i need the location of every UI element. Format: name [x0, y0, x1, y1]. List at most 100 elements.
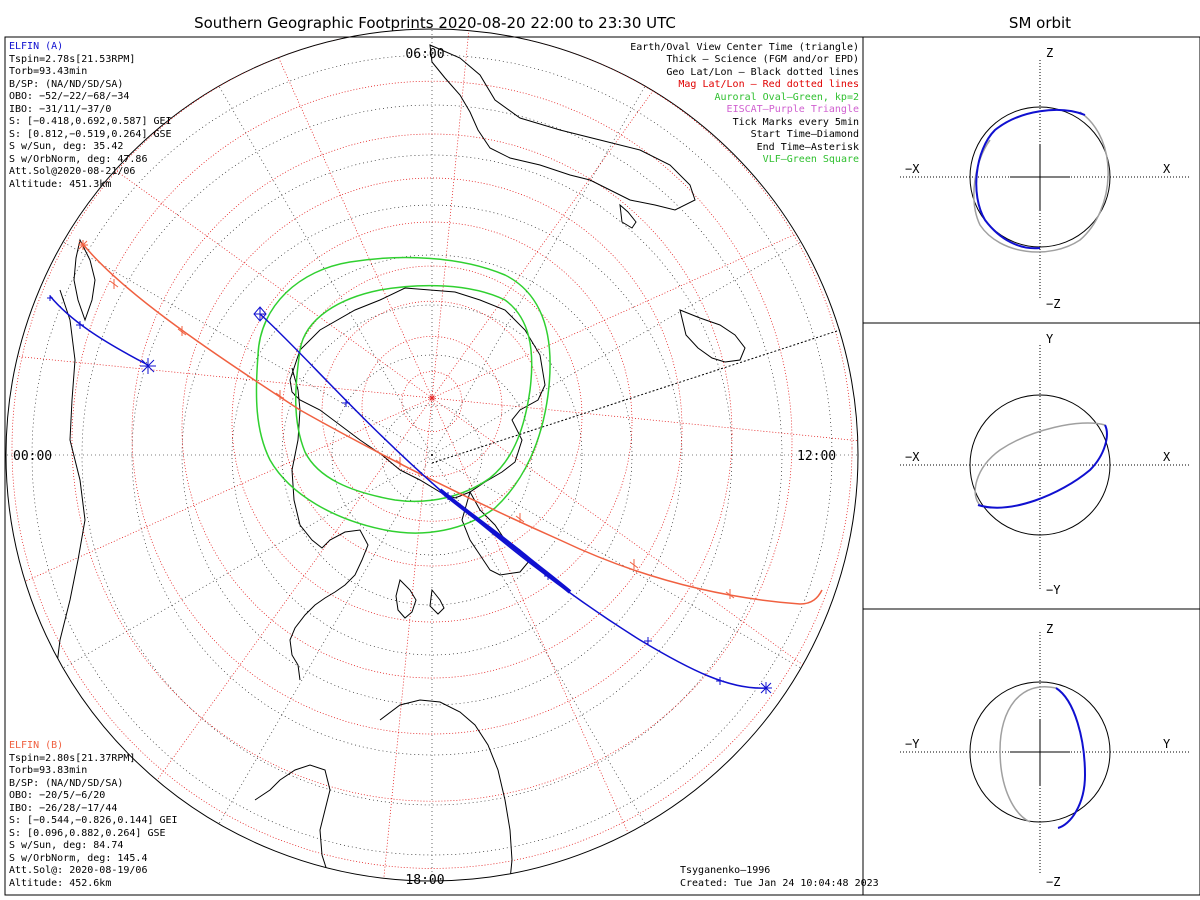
legend-item: VLF–Green Square: [763, 154, 859, 165]
orbit-b: [999, 685, 1057, 823]
elfin-a-line: OBO: −52/−22/−68/−34: [9, 91, 129, 102]
mag-parallel: [131, 133, 733, 735]
start-diamond: [253, 306, 267, 322]
new-zealand-coast: [395, 579, 445, 619]
mag-meridian: [381, 397, 433, 881]
elfin-a-name: ELFIN (A): [9, 41, 63, 52]
auroral-ovals: [255, 256, 551, 534]
earth-circle: [969, 106, 1111, 248]
legend-item: Earth/Oval View Center Time (triangle): [630, 42, 859, 53]
elfin-b-line: OBO: −20/5/−6/20: [9, 790, 105, 801]
model-label: Tsyganenko–1996: [680, 865, 770, 876]
end-asterisk: [760, 682, 772, 694]
elfin-a-track-1: [49, 295, 149, 366]
elfin-b-line: Torb=93.83min: [9, 765, 87, 776]
mag-meridian: [25, 105, 433, 399]
sm-panel-yz: Z −Z −Y Y: [900, 622, 1190, 889]
mag-parallel: [401, 371, 463, 432]
created-label: Created: Tue Jan 24 10:04:48 2023: [680, 878, 879, 889]
elfin-b-line: B/SP: (NA/ND/SD/SA): [9, 778, 123, 789]
legend-item: Start Time–Diamond: [751, 129, 859, 140]
mag-parallel: [181, 177, 683, 679]
legend-item: Mag Lat/Lon – Red dotted lines: [678, 79, 859, 90]
elfin-b-line: S: [−0.544,−0.826,0.144] GEI: [9, 815, 178, 826]
sm-panel-xy: Y −Y −X X: [900, 332, 1190, 597]
geo-meridian: [216, 454, 433, 828]
tick-mark: [76, 321, 84, 329]
earth-circle: [969, 681, 1111, 823]
africa-coast: [429, 44, 696, 211]
geo-parallel: [281, 304, 583, 606]
coastlines: [54, 44, 746, 881]
elfin-a-line: S w/Sun, deg: 35.42: [9, 141, 123, 152]
legend-item: Thick – Science (FGM and/or EPD): [666, 54, 859, 65]
legend-item: Geo Lat/Lon – Black dotted lines: [666, 67, 859, 78]
orbit-a: [1055, 687, 1087, 829]
start-marker-a: [47, 295, 53, 301]
tick-mark: [629, 559, 639, 569]
time-label-bottom: 18:00: [405, 873, 444, 888]
end-asterisk: [140, 358, 156, 374]
elfin-b-line: S w/OrbNorm, deg: 145.4: [9, 853, 147, 864]
mag-grid: [6, 29, 858, 881]
tick-mark: [177, 326, 187, 336]
sm-panel-frame: [862, 36, 1200, 896]
elfin-b-line: Altitude: 452.6km: [9, 878, 111, 889]
south-america-coast: [379, 699, 513, 881]
polar-map: 06:00 00:00 12:00 18:00: [5, 28, 859, 888]
legend: Earth/Oval View Center Time (triangle) T…: [630, 42, 859, 165]
mag-meridian: [431, 397, 858, 449]
axis-label-left: −Y: [905, 737, 920, 751]
axis-label-top: Y: [1046, 332, 1054, 346]
axis-label-top: Z: [1046, 46, 1053, 60]
mag-meridian: [431, 192, 858, 399]
elfin-a-line: Att.Sol@2020-08-21/06: [9, 166, 135, 177]
axis-label-bottom: −Z: [1046, 875, 1060, 889]
time-label-left: 00:00: [13, 449, 52, 464]
mag-meridian: [6, 397, 433, 604]
australia-coast: [289, 367, 369, 681]
mag-meridian: [226, 29, 433, 399]
tick-mark: [515, 513, 525, 523]
antarctic-peninsula-coast: [461, 490, 531, 576]
tick-mark: [275, 390, 285, 400]
mag-meridian: [431, 397, 839, 691]
geo-meridian: [59, 454, 433, 671]
tick-mark: [109, 279, 119, 289]
legend-item: Auroral Oval–Green, kp=2: [715, 92, 860, 103]
axis-label-bottom: −Z: [1046, 297, 1060, 311]
axis-label-top: Z: [1046, 622, 1053, 636]
geo-meridian: [431, 239, 805, 456]
sm-orbit-title: SM orbit: [1009, 14, 1071, 32]
elfin-b-line: S: [0.096,0.882,0.264] GSE: [9, 828, 166, 839]
legend-item: Tick Marks every 5min: [733, 117, 859, 128]
elfin-a-line: IBO: −31/11/−37/0: [9, 104, 111, 115]
earth-circle: [969, 394, 1111, 536]
mag-parallel: [361, 336, 503, 477]
tick-mark: [544, 572, 552, 580]
elfin-b-line: S w/Sun, deg: 84.74: [9, 840, 123, 851]
time-label-right: 12:00: [797, 449, 836, 464]
orbit-a: [977, 424, 1108, 509]
mag-parallel: [71, 80, 793, 802]
time-label-top: 06:00: [405, 47, 444, 62]
elfin-a-line: S: [0.812,−0.519,0.264] GSE: [9, 129, 172, 140]
tick-mark: [444, 492, 452, 500]
tick-mark: [395, 457, 405, 467]
geo-meridian: [431, 454, 805, 671]
chart-title: Southern Geographic Footprints 2020-08-2…: [194, 14, 676, 32]
mag-meridian: [431, 397, 638, 854]
start-asterisk: [78, 240, 88, 250]
axis-label-right: X: [1163, 450, 1171, 464]
view-center-line: [431, 329, 841, 464]
elfin-a-line: Tspin=2.78s[21.53RPM]: [9, 54, 135, 65]
elfin-b-name: ELFIN (B): [9, 740, 63, 751]
auroral-oval-inner: [294, 284, 533, 503]
elfin-b-line: IBO: −26/28/−17/44: [9, 803, 117, 814]
madagascar-coast: [619, 203, 637, 229]
elfin-b-line: Att.Sol@: 2020-08-19/06: [9, 865, 147, 876]
tick-mark: [716, 677, 724, 685]
orbit-b: [974, 422, 1106, 506]
axis-label-left: −X: [905, 450, 920, 464]
elfin-a-science-segment: [438, 488, 572, 594]
